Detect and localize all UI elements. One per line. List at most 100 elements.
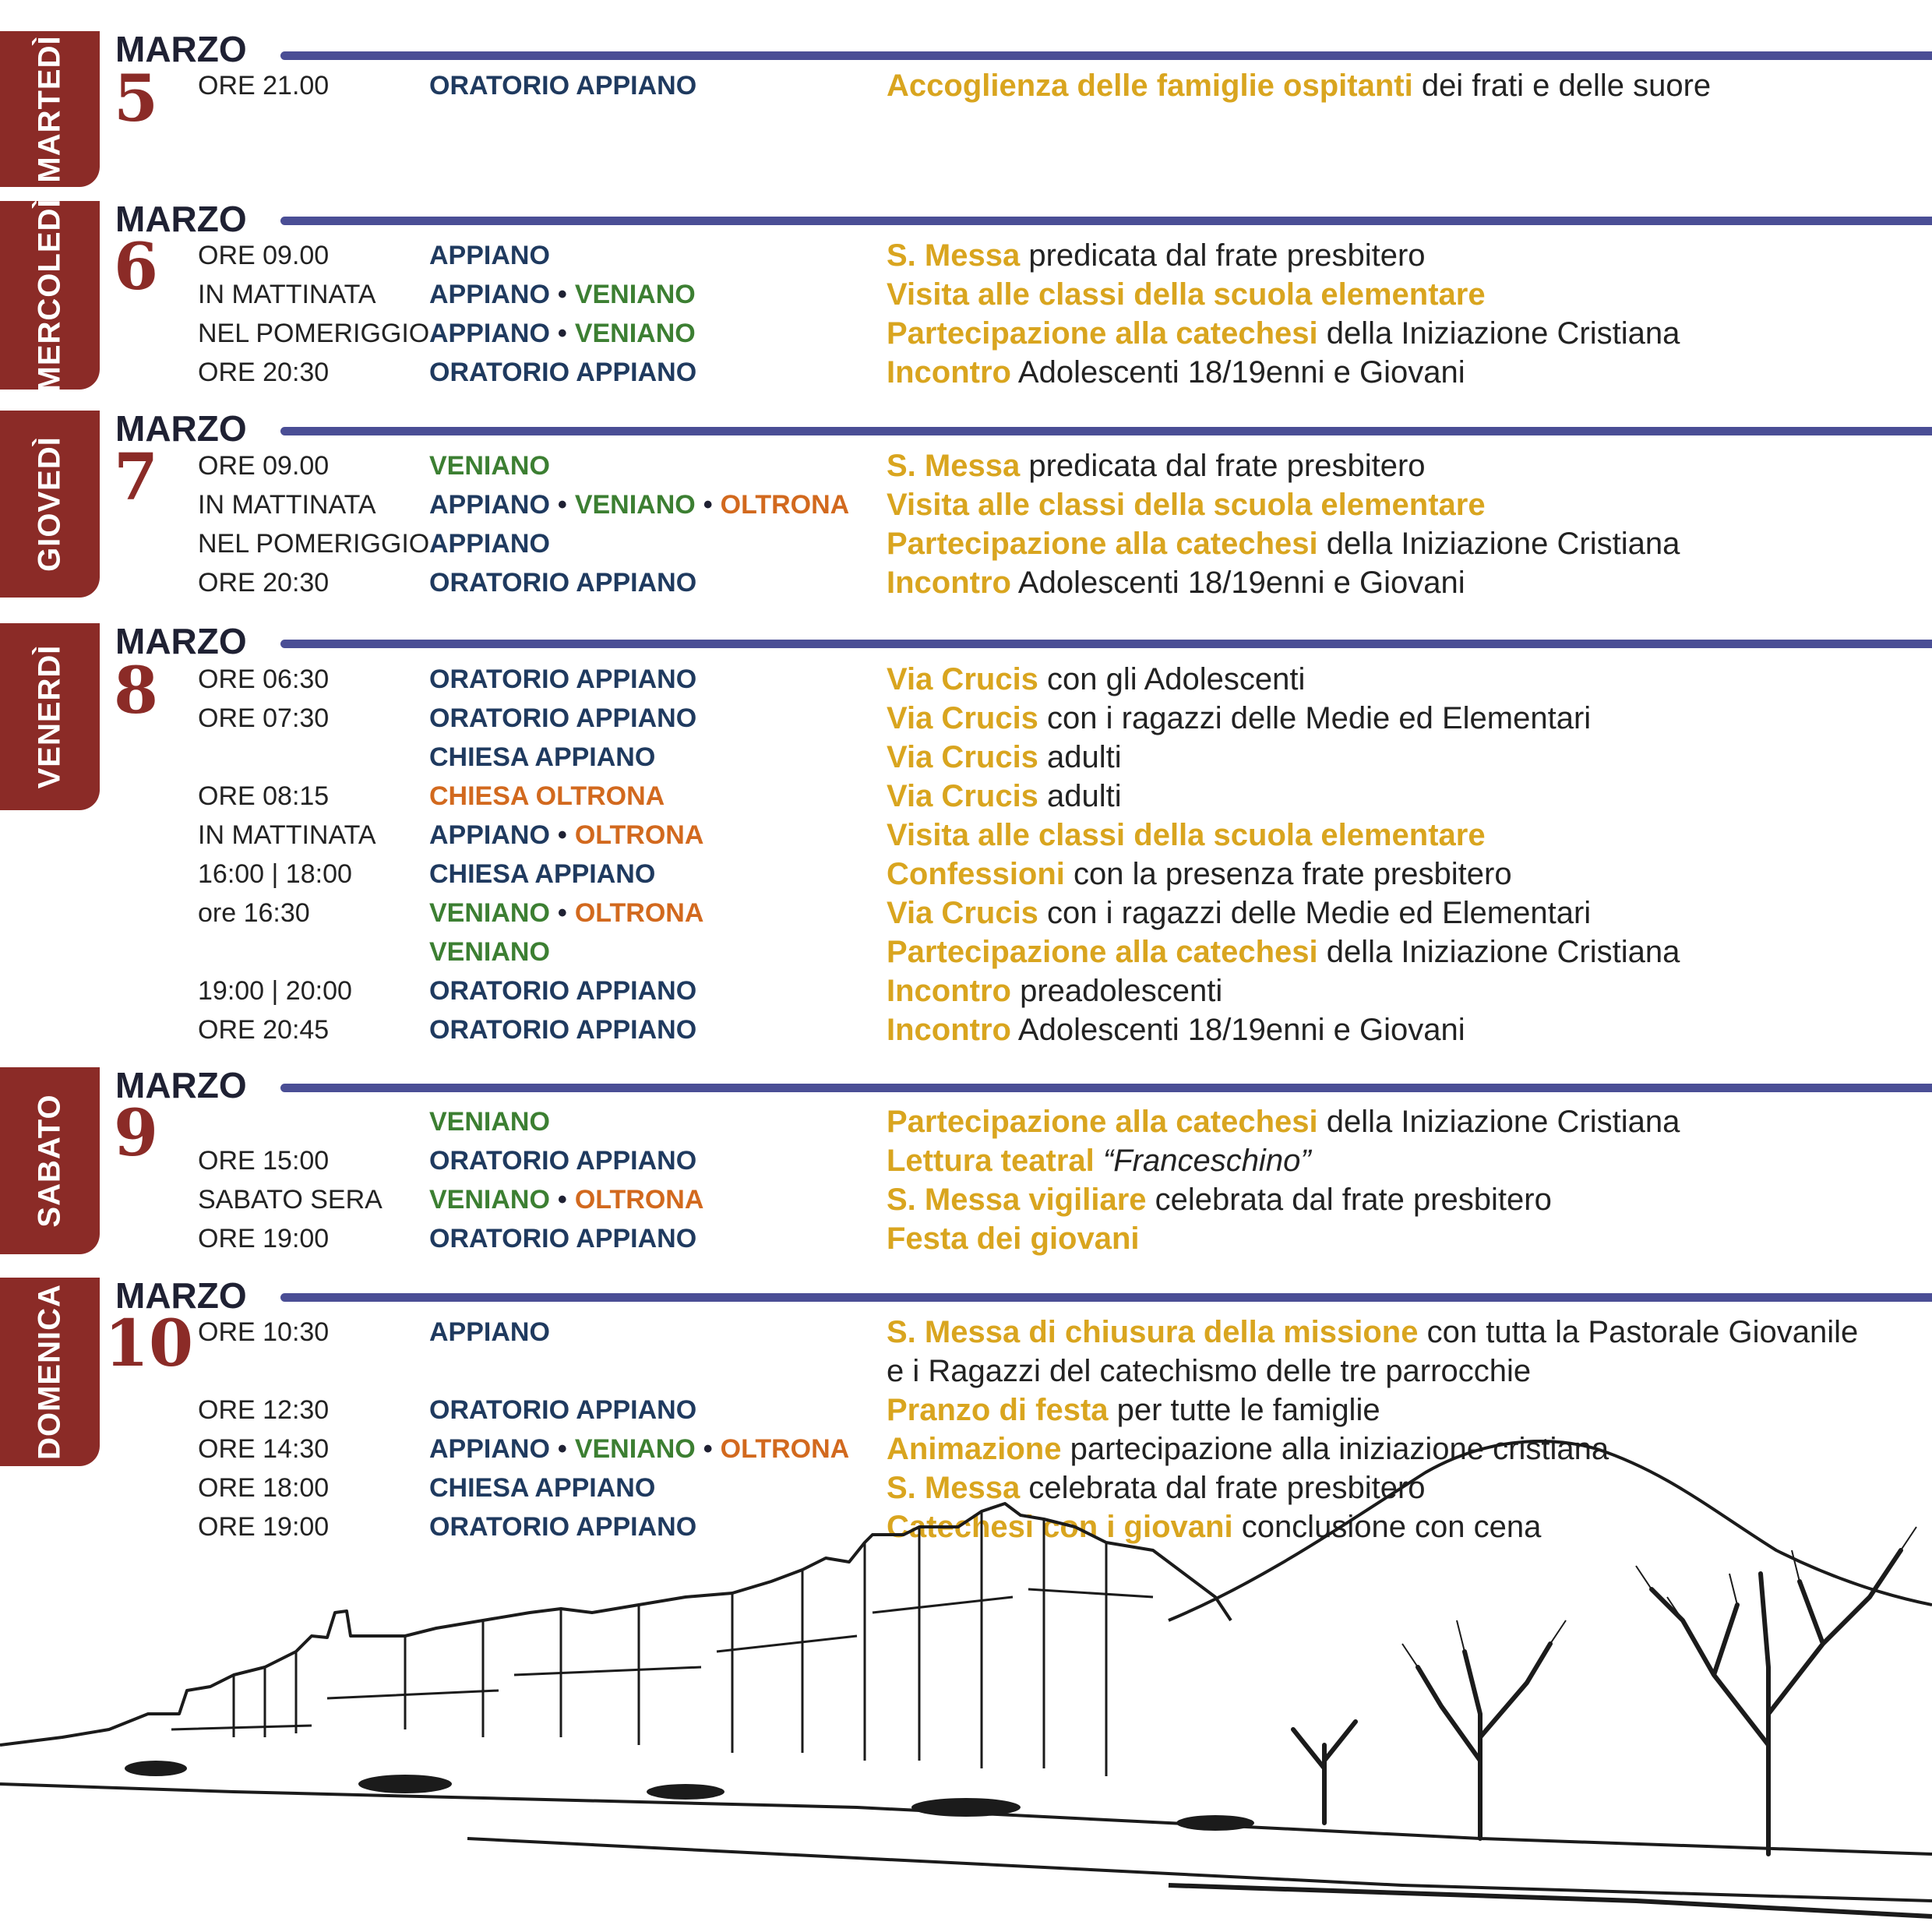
entry-description: S. Messa vigiliare celebrata dal frate p… (887, 1183, 1552, 1217)
schedule-entry: ORE 07:30 ORATORIO APPIANO Via Crucis con … (0, 699, 1932, 738)
location-name: APPIANO (429, 280, 550, 309)
entry-location: ORATORIO APPIANO (429, 353, 696, 392)
day-divider (280, 1293, 1932, 1302)
entry-time: ORE 07:30 (198, 703, 330, 733)
location-separator: • (703, 1434, 713, 1464)
event-title: Incontro (887, 974, 1011, 1008)
event-title: S. Messa (887, 1471, 1021, 1505)
schedule-entry: ORE 18:00 CHIESA APPIANO S. Messa celebrat… (0, 1468, 1932, 1507)
location-name: OLTRONA (720, 1434, 850, 1464)
entry-location: ORATORIO APPIANO (429, 66, 696, 105)
schedule-entry: ORE 08:15 CHIESA OLTRONA Via Crucis adulti (0, 777, 1932, 816)
event-title: Confessioni (887, 857, 1065, 891)
entry-description: Partecipazione alla catechesi della Iniz… (887, 1105, 1680, 1139)
location-name: OLTRONA (574, 820, 704, 850)
event-title: Partecipazione alla catechesi (887, 316, 1318, 351)
entry-location: APPIANO • VENIANO • OLTRONA (429, 1430, 849, 1468)
entry-location: APPIANO (429, 524, 550, 563)
weekday-label: MARTEDÌ (32, 35, 67, 183)
schedule-entry: ORE 14:30 APPIANO • VENIANO • OLTRONA Animazio… (0, 1430, 1932, 1468)
entry-location: ORATORIO APPIANO (429, 1507, 696, 1546)
entry-time: ORE 19:00 (198, 1512, 330, 1542)
schedule-entry: ORE 20:45 ORATORIO APPIANO Incontro Adoles… (0, 1010, 1932, 1049)
entry-description: Incontro Adolescenti 18/19enni e Giovani (887, 566, 1465, 600)
location-name: ORATORIO APPIANO (429, 71, 697, 100)
location-name: OLTRONA (574, 1185, 704, 1215)
month-label: MARZO (115, 1065, 247, 1105)
schedule-entry: ORE 09.00 VENIANO S. Messa predicata dal f… (0, 446, 1932, 485)
location-separator: • (557, 490, 567, 520)
day-number: 9 (114, 1096, 159, 1171)
entry-description: Partecipazione alla catechesi della Iniz… (887, 935, 1680, 969)
location-name: APPIANO (429, 820, 550, 850)
location-name: VENIANO (429, 1107, 550, 1137)
entry-description: Animazione partecipazione alla iniziazio… (887, 1432, 1609, 1466)
entry-time: ORE 12:30 (198, 1395, 330, 1425)
weekday-tab: GIOVEDÌ (0, 411, 100, 598)
schedule-entry: NEL POMERIGGIO APPIANO • VENIANO Partecipazi… (0, 314, 1932, 353)
entry-location: APPIANO • OLTRONA (429, 816, 703, 855)
entry-location: APPIANO (429, 1313, 550, 1352)
location-name: APPIANO (429, 319, 550, 348)
entry-time: ORE 10:30 (198, 1317, 330, 1347)
schedule-entry: IN MATTINATA APPIANO • VENIANO Visita alle c… (0, 275, 1932, 314)
location-separator: • (557, 319, 567, 348)
entry-description: S. Messa celebrata dal frate presbitero (887, 1471, 1426, 1505)
entry-description: Via Crucis con i ragazzi delle Medie ed … (887, 896, 1592, 930)
entry-description: Accoglienza delle famiglie ospitanti dei… (887, 69, 1712, 103)
entry-description: Incontro preadolescenti (887, 974, 1223, 1008)
day-divider (280, 427, 1932, 435)
schedule-entry: 19:00 | 20:00 ORATORIO APPIANO Incontro pr… (0, 971, 1932, 1010)
entry-description: Incontro Adolescenti 18/19enni e Giovani (887, 1013, 1465, 1047)
location-name: ORATORIO APPIANO (429, 1512, 697, 1542)
entry-time: ORE 19:00 (198, 1224, 330, 1253)
entry-description: Lettura teatral “Franceschino” (887, 1141, 1311, 1180)
location-name: ORATORIO APPIANO (429, 1015, 697, 1045)
entry-description: S. Messa predicata dal frate presbitero (887, 238, 1426, 273)
entry-description: Festa dei giovani (887, 1219, 1140, 1258)
weekday-tab: DOMENICA (0, 1278, 100, 1466)
entry-time: ORE 09.00 (198, 241, 330, 270)
month-label: MARZO (115, 1275, 247, 1316)
entry-location: APPIANO (429, 236, 550, 275)
entry-time: ORE 21.00 (198, 71, 330, 100)
entry-time: ORE 20:30 (198, 568, 330, 598)
location-name: VENIANO (574, 1434, 696, 1464)
day-number: 6 (114, 230, 159, 305)
entry-location: ORATORIO APPIANO (429, 1219, 696, 1258)
event-title: Via Crucis (887, 701, 1038, 735)
location-name: ORATORIO APPIANO (429, 568, 697, 598)
location-name: CHIESA APPIANO (429, 742, 656, 772)
location-name: VENIANO (574, 490, 696, 520)
location-name: CHIESA APPIANO (429, 859, 656, 889)
event-title: Via Crucis (887, 779, 1038, 813)
entry-time: ORE 20:45 (198, 1015, 330, 1045)
location-name: VENIANO (429, 898, 550, 928)
entry-location: ORATORIO APPIANO (429, 1010, 696, 1049)
entry-time: ORE 08:15 (198, 781, 330, 811)
day-number: 10 (104, 1306, 194, 1381)
entry-time: IN MATTINATA (198, 820, 376, 850)
entry-location: VENIANO (429, 446, 550, 485)
event-title: S. Messa (887, 238, 1021, 273)
month-label: MARZO (115, 29, 247, 69)
schedule-entry: ORE 19:00 ORATORIO APPIANO Festa dei giova… (0, 1219, 1932, 1258)
location-name: ORATORIO APPIANO (429, 665, 697, 694)
entry-description: Visita alle classi della scuola elementa… (887, 275, 1486, 314)
location-name: ORATORIO APPIANO (429, 1395, 697, 1425)
location-name: ORATORIO APPIANO (429, 358, 697, 387)
location-name: APPIANO (429, 490, 550, 520)
location-name: ORATORIO APPIANO (429, 976, 697, 1006)
entry-location: ORATORIO APPIANO (429, 1141, 696, 1180)
entry-description: Via Crucis adulti (887, 779, 1122, 813)
location-separator: • (557, 1185, 567, 1215)
day-divider (280, 640, 1932, 648)
entry-location: VENIANO • OLTRONA (429, 1180, 703, 1219)
schedule-entry: ORE 09.00 APPIANO S. Messa predicata dal f… (0, 236, 1932, 275)
entry-time: ore 16:30 (198, 898, 310, 928)
schedule-entry: NEL POMERIGGIO APPIANO Partecipazione alla… (0, 524, 1932, 563)
entry-description: Partecipazione alla catechesi della Iniz… (887, 316, 1680, 351)
entry-description: e i Ragazzi del catechismo delle tre par… (887, 1354, 1532, 1388)
entry-location: ORATORIO APPIANO (429, 1391, 696, 1430)
event-title: Pranzo di festa (887, 1393, 1109, 1427)
